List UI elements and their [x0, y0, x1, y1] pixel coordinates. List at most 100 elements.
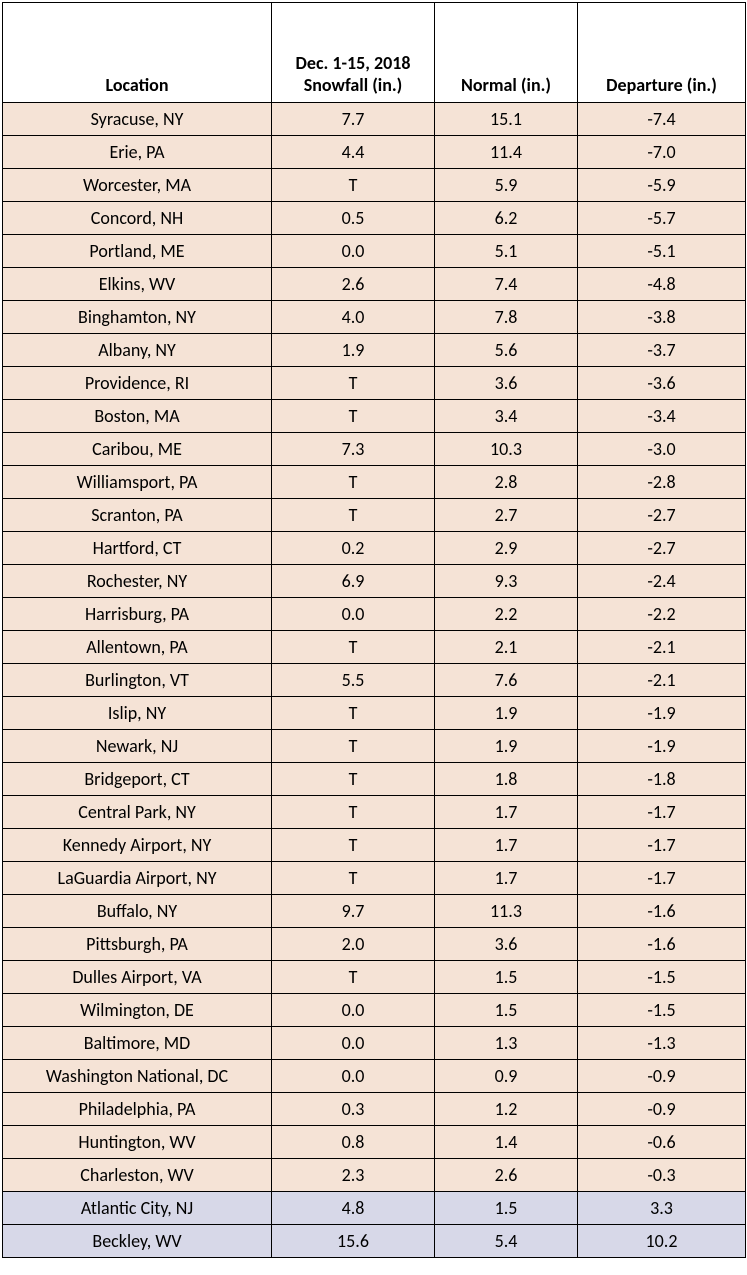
table-cell: 2.6 — [435, 1159, 578, 1192]
table-cell: -7.0 — [578, 136, 746, 169]
table-cell: -2.1 — [578, 664, 746, 697]
table-cell: -2.7 — [578, 532, 746, 565]
table-cell: 7.4 — [435, 268, 578, 301]
table-cell: T — [272, 367, 435, 400]
table-body: Syracuse, NY7.715.1-7.4Erie, PA4.411.4-7… — [3, 103, 746, 1258]
table-cell: 10.2 — [578, 1225, 746, 1258]
table-cell: 1.5 — [435, 1192, 578, 1225]
table-cell: 1.5 — [435, 961, 578, 994]
table-cell: 2.2 — [435, 598, 578, 631]
table-cell: 1.7 — [435, 796, 578, 829]
table-cell: -3.0 — [578, 433, 746, 466]
table-cell: -0.9 — [578, 1060, 746, 1093]
table-cell: Allentown, PA — [3, 631, 272, 664]
table-cell: T — [272, 961, 435, 994]
table-cell: T — [272, 796, 435, 829]
table-cell: 2.7 — [435, 499, 578, 532]
table-cell: 5.5 — [272, 664, 435, 697]
table-cell: Williamsport, PA — [3, 466, 272, 499]
table-row: Atlantic City, NJ4.81.53.3 — [3, 1192, 746, 1225]
table-row: Concord, NH0.56.2-5.7 — [3, 202, 746, 235]
table-cell: Charleston, WV — [3, 1159, 272, 1192]
table-cell: T — [272, 466, 435, 499]
table-row: Islip, NYT1.9-1.9 — [3, 697, 746, 730]
table-cell: -0.9 — [578, 1093, 746, 1126]
column-header-3: Departure (in.) — [578, 3, 746, 103]
table-row: Scranton, PAT2.7-2.7 — [3, 499, 746, 532]
table-cell: -1.6 — [578, 895, 746, 928]
table-cell: -1.7 — [578, 829, 746, 862]
table-cell: 4.0 — [272, 301, 435, 334]
column-header-1: Dec. 1-15, 2018Snowfall (in.) — [272, 3, 435, 103]
table-cell: Philadelphia, PA — [3, 1093, 272, 1126]
table-cell: 0.2 — [272, 532, 435, 565]
column-header-2: Normal (in.) — [435, 3, 578, 103]
table-row: Washington National, DC0.00.9-0.9 — [3, 1060, 746, 1093]
table-cell: 0.0 — [272, 598, 435, 631]
table-cell: 6.2 — [435, 202, 578, 235]
table-cell: 3.6 — [435, 367, 578, 400]
table-cell: Wilmington, DE — [3, 994, 272, 1027]
table-cell: Portland, ME — [3, 235, 272, 268]
table-cell: T — [272, 829, 435, 862]
table-row: Kennedy Airport, NYT1.7-1.7 — [3, 829, 746, 862]
table-cell: 1.7 — [435, 829, 578, 862]
table-cell: -1.8 — [578, 763, 746, 796]
table-cell: 0.8 — [272, 1126, 435, 1159]
table-cell: -2.1 — [578, 631, 746, 664]
table-row: Baltimore, MD0.01.3-1.3 — [3, 1027, 746, 1060]
table-cell: 1.9 — [435, 697, 578, 730]
table-row: Wilmington, DE0.01.5-1.5 — [3, 994, 746, 1027]
table-row: Beckley, WV15.65.410.2 — [3, 1225, 746, 1258]
table-cell: T — [272, 697, 435, 730]
table-row: Central Park, NYT1.7-1.7 — [3, 796, 746, 829]
table-cell: Binghamton, NY — [3, 301, 272, 334]
table-cell: 1.5 — [435, 994, 578, 1027]
table-cell: 6.9 — [272, 565, 435, 598]
table-row: Boston, MAT3.4-3.4 — [3, 400, 746, 433]
table-cell: 7.8 — [435, 301, 578, 334]
table-cell: -2.7 — [578, 499, 746, 532]
table-cell: 5.4 — [435, 1225, 578, 1258]
table-row: Caribou, ME7.310.3-3.0 — [3, 433, 746, 466]
table-cell: T — [272, 631, 435, 664]
table-cell: -1.7 — [578, 862, 746, 895]
table-cell: 1.9 — [272, 334, 435, 367]
table-cell: -5.1 — [578, 235, 746, 268]
table-cell: -5.7 — [578, 202, 746, 235]
table-row: LaGuardia Airport, NYT1.7-1.7 — [3, 862, 746, 895]
table-cell: Central Park, NY — [3, 796, 272, 829]
table-cell: LaGuardia Airport, NY — [3, 862, 272, 895]
table-header: LocationDec. 1-15, 2018Snowfall (in.)Nor… — [3, 3, 746, 103]
table-cell: -3.8 — [578, 301, 746, 334]
table-cell: -2.2 — [578, 598, 746, 631]
column-header-text: Dec. 1-15, 2018 — [296, 52, 411, 74]
table-row: Hartford, CT0.22.9-2.7 — [3, 532, 746, 565]
table-cell: 9.3 — [435, 565, 578, 598]
table-cell: Rochester, NY — [3, 565, 272, 598]
table-cell: 2.0 — [272, 928, 435, 961]
table-cell: 0.5 — [272, 202, 435, 235]
table-cell: 0.0 — [272, 235, 435, 268]
table-cell: T — [272, 763, 435, 796]
table-row: Rochester, NY6.99.3-2.4 — [3, 565, 746, 598]
table-row: Binghamton, NY4.07.8-3.8 — [3, 301, 746, 334]
table-cell: T — [272, 400, 435, 433]
table-cell: 10.3 — [435, 433, 578, 466]
table-cell: Hartford, CT — [3, 532, 272, 565]
table-row: Portland, ME0.05.1-5.1 — [3, 235, 746, 268]
column-header-text: Normal (in.) — [461, 74, 551, 96]
table-cell: 5.1 — [435, 235, 578, 268]
table-cell: Erie, PA — [3, 136, 272, 169]
table-cell: Baltimore, MD — [3, 1027, 272, 1060]
table-cell: -7.4 — [578, 103, 746, 136]
table-cell: Buffalo, NY — [3, 895, 272, 928]
table-cell: 4.8 — [272, 1192, 435, 1225]
table-row: Williamsport, PAT2.8-2.8 — [3, 466, 746, 499]
table-row: Pittsburgh, PA2.03.6-1.6 — [3, 928, 746, 961]
table-row: Syracuse, NY7.715.1-7.4 — [3, 103, 746, 136]
table-cell: T — [272, 499, 435, 532]
table-cell: Beckley, WV — [3, 1225, 272, 1258]
table-cell: Elkins, WV — [3, 268, 272, 301]
table-row: Philadelphia, PA0.31.2-0.9 — [3, 1093, 746, 1126]
